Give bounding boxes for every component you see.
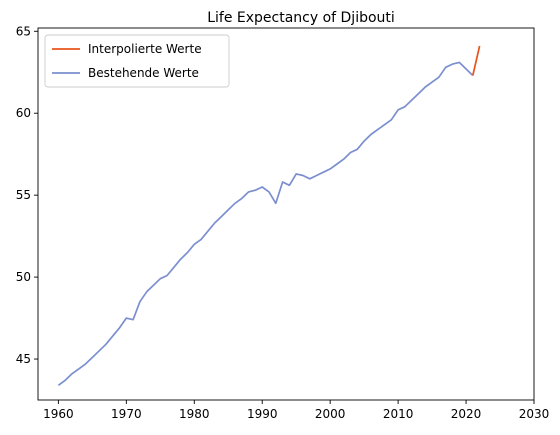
x-tick-label: 1990: [247, 407, 278, 421]
x-tick-label: 2020: [451, 407, 482, 421]
x-tick-label: 2000: [315, 407, 346, 421]
x-axis: 1960 1970 1980 1990 2000 2010 2020 2030: [43, 400, 549, 421]
y-tick-label: 55: [16, 188, 31, 202]
plot-frame: [37, 27, 535, 401]
y-tick-label: 60: [16, 106, 31, 120]
chart-title: Life Expectancy of Djibouti: [207, 10, 395, 26]
x-tick-label: 2010: [383, 407, 414, 421]
legend: Interpolierte Werte Bestehende Werte: [44, 34, 230, 88]
series-line-interpolated: [471, 45, 481, 76]
y-tick-label: 50: [16, 270, 31, 284]
y-tick-label: 45: [16, 352, 31, 366]
x-tick-label: 1980: [179, 407, 210, 421]
legend-label-interpolated: Interpolierte Werte: [88, 42, 202, 56]
x-tick-label: 1960: [43, 407, 74, 421]
x-tick-label: 2030: [519, 407, 550, 421]
y-tick-label: 65: [16, 24, 31, 38]
x-tick-label: 1970: [111, 407, 142, 421]
plot-series: [57, 45, 481, 386]
series-line-existing: [57, 61, 474, 386]
legend-box: [44, 34, 230, 88]
y-axis: 45 50 55 60 65: [16, 24, 38, 366]
legend-label-existing: Bestehende Werte: [88, 66, 199, 80]
